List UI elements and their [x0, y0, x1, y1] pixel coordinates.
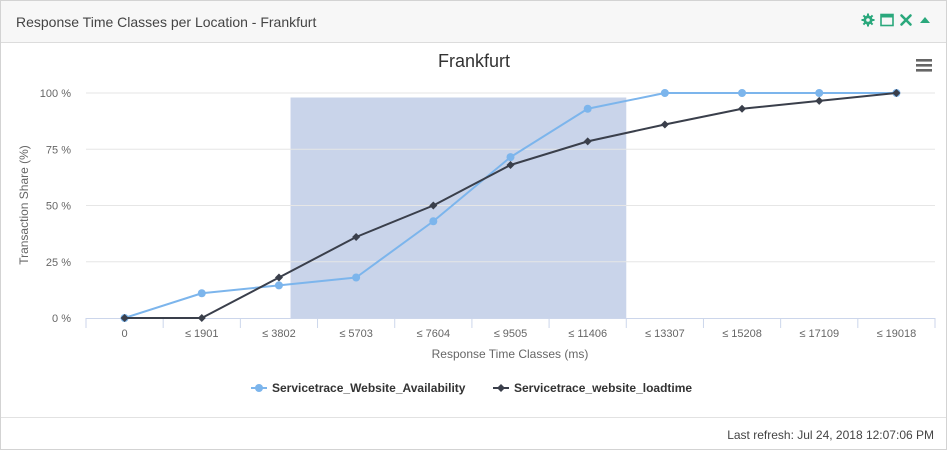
series-point-2: [583, 137, 592, 146]
y-axis-title: Transaction Share (%): [17, 145, 31, 265]
x-axis-title: Response Time Classes (ms): [432, 347, 589, 361]
series-point-1: [274, 281, 283, 290]
series-point-1: [429, 217, 438, 226]
series-point-2: [352, 233, 361, 241]
series-point-2: [429, 201, 438, 210]
series-point-1: [583, 104, 592, 113]
x-tick-label: ≤ 3802: [262, 328, 296, 340]
highlight-band: [290, 97, 627, 318]
series-point-2: [738, 104, 747, 113]
panel-tools: [861, 13, 932, 27]
series-point-1: [197, 289, 206, 298]
y-tick-label: 100 %: [40, 88, 71, 100]
series-point-1: [660, 89, 669, 97]
x-tick-label: ≤ 1901: [185, 328, 219, 340]
line-chart: 0 % 25 % 50 % 75 % 100 % 0 ≤ 1901 ≤ 3802 ≤ 5703 ≤…: [17, 51, 936, 395]
series-point-2: [660, 120, 669, 129]
y-tick-label: 0 %: [52, 313, 71, 325]
series-point-2: [197, 314, 206, 322]
legend-label-1: Servicetrace_Website_Availability: [272, 381, 466, 395]
x-tick-label: ≤ 17109: [799, 328, 839, 340]
last-refresh-text: Last refresh: Jul 24, 2018 12:07:06 PM: [727, 428, 934, 442]
collapse-icon[interactable]: [918, 13, 932, 27]
panel-title: Response Time Classes per Location - Fra…: [16, 14, 317, 30]
legend-marker-1: [255, 384, 263, 392]
series-point-2: [506, 161, 515, 169]
x-tick-label: ≤ 11406: [568, 328, 607, 340]
x-tick-label: ≤ 15208: [722, 328, 762, 340]
series-point-1: [352, 273, 361, 282]
panel-footer: Last refresh: Jul 24, 2018 12:07:06 PM: [1, 417, 946, 449]
x-tick-label: ≤ 13307: [645, 328, 685, 340]
panel-header: Response Time Classes per Location - Fra…: [1, 1, 946, 43]
legend-marker-2: [497, 384, 505, 392]
x-tick-label: ≤ 19018: [877, 328, 917, 340]
x-tick-label: ≤ 7604: [417, 328, 451, 340]
close-icon[interactable]: [899, 13, 913, 27]
chart-area: 0 % 25 % 50 % 75 % 100 % 0 ≤ 1901 ≤ 3802 ≤ 5703 ≤…: [1, 43, 946, 416]
gear-icon[interactable]: [861, 13, 875, 27]
series-point-2: [892, 89, 901, 97]
menu-icon[interactable]: [916, 59, 932, 72]
x-tick-label: ≤ 9505: [494, 328, 528, 340]
series-point-2: [815, 96, 824, 105]
chart-title: Frankfurt: [438, 51, 510, 71]
series-point-1: [506, 153, 515, 162]
series-point-1: [738, 89, 747, 97]
series-point-2: [274, 273, 283, 282]
maximize-icon[interactable]: [880, 13, 894, 27]
y-tick-label: 25 %: [46, 257, 71, 269]
series-point-1: [815, 89, 824, 97]
legend-label-2: Servicetrace_website_loadtime: [514, 381, 692, 395]
y-tick-label: 50 %: [46, 201, 71, 213]
x-tick-label: 0: [122, 328, 128, 340]
x-tick-label: ≤ 5703: [339, 328, 373, 340]
series-point-2: [120, 314, 129, 322]
y-tick-label: 75 %: [46, 144, 71, 156]
